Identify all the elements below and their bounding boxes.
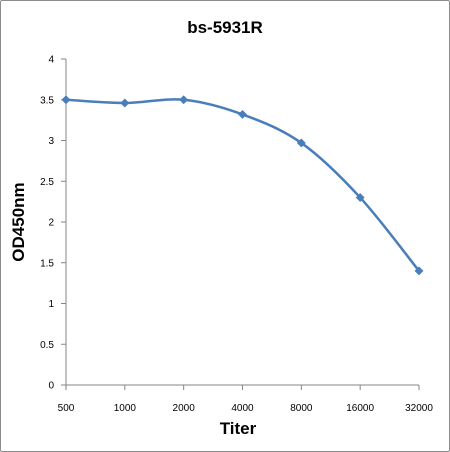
series-layer (61, 95, 424, 276)
data-point-marker (414, 266, 424, 276)
y-tick-label: 2.5 (40, 177, 54, 188)
x-tick-label: 1000 (114, 403, 137, 414)
y-tick-label: 2 (48, 218, 54, 229)
y-tick-label: 0 (48, 381, 54, 392)
y-tick-label: 1.5 (40, 258, 54, 269)
x-tick-label: 8000 (290, 403, 313, 414)
x-tick-label: 16000 (346, 403, 374, 414)
data-point-marker (237, 109, 248, 119)
x-tick-labels: 500 1000 2000 4000 8000 16000 32000 (58, 403, 434, 414)
x-tick-label: 4000 (231, 403, 254, 414)
y-tick-label: 4 (48, 55, 54, 66)
y-tick-label: 0.5 (40, 340, 54, 351)
chart-title: bs-5931R (187, 18, 263, 37)
data-point-marker (296, 138, 306, 148)
data-point-marker (120, 98, 130, 108)
series-line (65, 98, 420, 272)
x-tick-label: 500 (58, 403, 75, 414)
x-axis-title: Titer (220, 419, 257, 438)
x-tick-label: 32000 (405, 403, 433, 414)
y-tick-label: 3.5 (40, 95, 54, 106)
x-tick-label: 2000 (173, 403, 196, 414)
y-tick-label: 3 (48, 136, 54, 147)
data-point-marker (61, 95, 71, 105)
y-tick-labels: 0 0.5 1 1.5 2 2.5 3 3.5 4 (40, 55, 54, 392)
y-axis-title: OD450nm (9, 182, 28, 261)
y-tick-label: 1 (48, 299, 54, 310)
axes (61, 58, 420, 390)
data-point-marker (179, 95, 189, 105)
data-point-marker (355, 192, 365, 203)
